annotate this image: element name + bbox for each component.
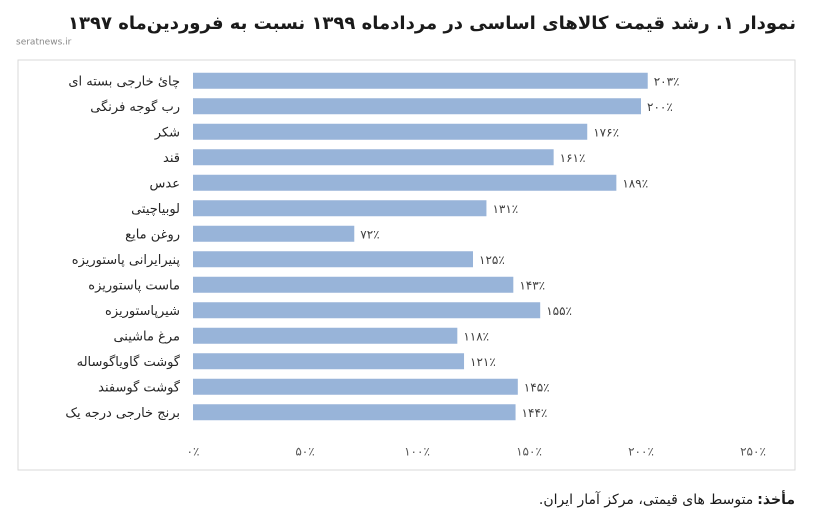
value-label: ۲۰۳٪	[654, 74, 680, 88]
x-tick-label: ۱۰۰٪	[404, 445, 430, 459]
source: مأخذ:متوسط های قیمتی، مرکز آمار ایران.	[539, 492, 795, 508]
bar	[193, 327, 458, 344]
bar	[193, 98, 641, 115]
value-label: ۷۲٪	[360, 227, 379, 241]
value-label: ۱۵۵٪	[546, 304, 572, 318]
y-tick-label: شیرپاستوریزه	[105, 304, 180, 319]
bar	[193, 353, 465, 370]
value-label: ۲۰۰٪	[647, 100, 673, 114]
bar	[193, 404, 516, 421]
y-tick-label: گوشت گوسفند	[98, 379, 181, 395]
chart-frame	[17, 59, 796, 471]
y-tick-label: رب گوجه فرنگی	[90, 99, 180, 115]
value-label: ۱۱۸٪	[463, 329, 489, 343]
y-tick-label: مرغ ماشینی	[113, 329, 180, 344]
bar	[193, 302, 541, 319]
x-tick-label: ۵۰٪	[295, 445, 314, 459]
x-tick-label: ۰٪	[187, 445, 200, 459]
x-tick-label: ۲۰۰٪	[628, 445, 654, 459]
value-label: ۱۶۱٪	[560, 151, 586, 165]
chart-title: نمودار ۱. رشد قیمت کالاهای اساسی در مردا…	[68, 13, 796, 34]
watermark: seratnews.ir	[16, 38, 72, 48]
bar	[193, 72, 648, 89]
source-label: مأخذ:	[757, 492, 795, 508]
bar	[193, 174, 617, 191]
y-tick-label: قند	[163, 151, 180, 166]
value-label: ۱۲۱٪	[470, 355, 496, 369]
bar	[193, 200, 487, 217]
value-label: ۱۸۹٪	[622, 176, 648, 190]
y-tick-label: پنیرایرانی پاستوریزه	[72, 253, 181, 268]
y-tick-label: ماست پاستوریزه	[88, 278, 180, 293]
bar	[193, 149, 554, 166]
value-label: ۱۳۱٪	[492, 202, 518, 216]
value-label: ۱۴۴٪	[522, 406, 548, 420]
value-label: ۱۲۵٪	[479, 253, 505, 267]
bar	[193, 225, 355, 242]
value-label: ۱۴۳٪	[519, 278, 545, 292]
y-tick-label: لوبیاچیتی	[131, 202, 180, 217]
y-tick-label: شکر	[154, 125, 180, 140]
bar	[193, 276, 514, 293]
y-tick-label: برنج خارجی درجه یک	[65, 406, 180, 421]
y-tick-label: چائ خارجی بسته ای	[68, 74, 180, 89]
bar	[193, 378, 518, 395]
value-label: ۱۷۶٪	[593, 125, 619, 139]
value-label: ۱۴۵٪	[524, 380, 550, 394]
y-tick-label: روغن مایع	[125, 227, 180, 242]
source-text: متوسط های قیمتی، مرکز آمار ایران.	[538, 492, 754, 508]
x-tick-label: ۲۵۰٪	[740, 445, 766, 459]
y-tick-label: گوشت گاویاگوساله	[77, 354, 181, 370]
bar	[193, 251, 473, 268]
bar	[193, 123, 588, 140]
y-tick-label: عدس	[150, 176, 180, 191]
x-tick-label: ۱۵۰٪	[516, 445, 542, 459]
